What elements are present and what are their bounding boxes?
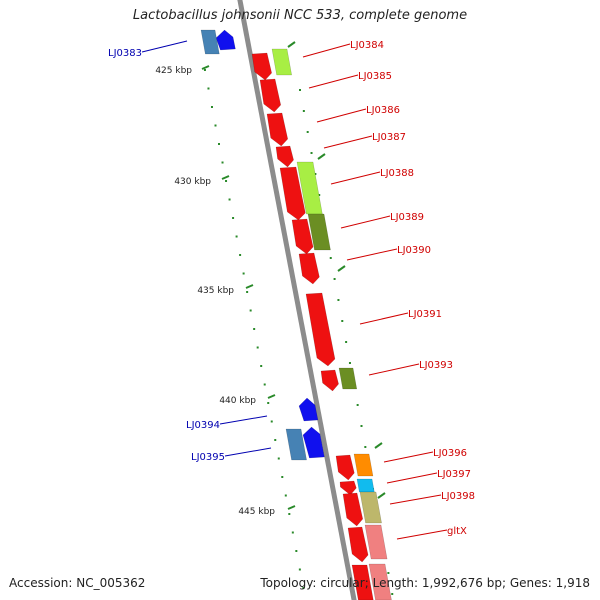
ruler-label: 435 kbp (197, 286, 234, 296)
ruler-label: 425 kbp (155, 66, 192, 76)
track-tick (287, 41, 296, 48)
genes-value: 1,918 (555, 576, 590, 590)
ruler-label: 430 kbp (174, 177, 211, 187)
gene-label: LJ0390 (397, 245, 431, 256)
gene-label: LJ0395 (191, 452, 225, 463)
gene-label: LJ0393 (419, 360, 453, 371)
cds-arrow (279, 166, 306, 221)
track-tick (317, 153, 326, 160)
ruler-tick (245, 284, 254, 289)
cog-box (356, 478, 375, 493)
cds-arrow (335, 454, 355, 481)
gene-label: gltX (447, 526, 467, 537)
gene-leader-line (316, 108, 367, 123)
cds-arrow (291, 218, 314, 255)
genome-backbone (237, 0, 357, 600)
cog-box (368, 563, 392, 600)
gene-label: LJ0383 (108, 48, 142, 59)
cds-arrow (251, 52, 272, 81)
ruler-tick (267, 394, 276, 399)
gene-leader-line (386, 472, 438, 484)
ruler-label: 440 kbp (219, 396, 256, 406)
cog-box (285, 428, 307, 461)
cds-arrow (305, 292, 336, 367)
track-tick (337, 265, 346, 272)
cog-box (307, 213, 331, 251)
gene-leader-line (141, 40, 188, 53)
gene-leader-line (389, 494, 442, 505)
cds-arrow-reverse (302, 426, 325, 459)
cog-box (200, 29, 220, 55)
cog-box (364, 524, 388, 560)
cds-arrow (342, 492, 364, 527)
gene-leader-line (383, 451, 434, 463)
gene-leader-line (368, 363, 420, 376)
track-tick (377, 492, 386, 499)
accession-value: NC_005362 (76, 576, 146, 590)
cog-box (359, 491, 382, 524)
gene-leader-line (330, 171, 381, 185)
cds-arrow-reverse (298, 397, 319, 422)
cds-arrow (351, 564, 374, 600)
gene-label: LJ0396 (433, 448, 467, 459)
track-tick (374, 442, 383, 449)
genes-label: Genes: (509, 576, 552, 590)
gene-leader-line (302, 43, 351, 58)
gene-label: LJ0391 (408, 309, 442, 320)
cds-arrow (259, 78, 282, 113)
ruler-tick (201, 65, 210, 70)
gene-label: LJ0398 (441, 491, 475, 502)
length-value: 1,992,676 bp (421, 576, 502, 590)
accession-label: Accession: (9, 576, 73, 590)
gene-label: LJ0384 (350, 40, 384, 51)
cog-box (338, 367, 358, 390)
gene-label: LJ0394 (186, 420, 220, 431)
topology-value: circular (320, 576, 365, 590)
cds-arrow (320, 369, 339, 392)
cog-box (271, 48, 292, 76)
gene-label: LJ0397 (437, 469, 471, 480)
accession-info: Accession: NC_005362 (9, 576, 145, 590)
cds-arrow-reverse (215, 29, 236, 51)
ruler-tick (287, 505, 296, 510)
gene-leader-line (396, 529, 448, 540)
cds-arrow (347, 526, 369, 563)
gene-label: LJ0385 (358, 71, 392, 82)
cds-arrow (275, 145, 294, 168)
length-label: Length: (372, 576, 419, 590)
cds-arrow (266, 112, 289, 147)
gene-label: LJ0389 (390, 212, 424, 223)
cds-arrow (339, 480, 357, 496)
ruler-tick (221, 175, 230, 180)
cog-box (353, 453, 374, 477)
gene-leader-line (340, 215, 391, 229)
gene-leader-line (323, 135, 373, 149)
cds-arrow (298, 252, 320, 285)
ruler-label: 445 kbp (238, 507, 275, 517)
gene-leader-line (308, 74, 359, 89)
genome-stats: Topology: circular; Length: 1,992,676 bp… (260, 576, 590, 590)
map-title: Lactobacillus johnsonii NCC 533, complet… (132, 8, 468, 23)
topology-label: Topology: (260, 576, 317, 590)
gene-leader-line (219, 415, 268, 425)
gene-label: LJ0388 (380, 168, 414, 179)
gene-leader-line (224, 447, 272, 457)
gene-label: LJ0387 (372, 132, 406, 143)
gene-label: LJ0386 (366, 105, 400, 116)
gene-leader-line (346, 248, 398, 261)
gene-leader-line (359, 312, 409, 325)
